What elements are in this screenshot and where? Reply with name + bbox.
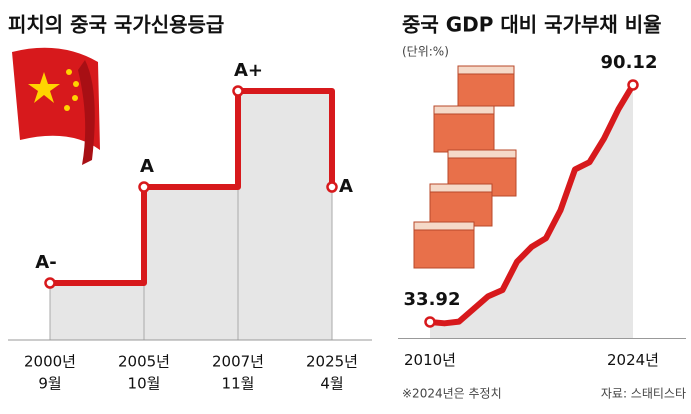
value-label: 33.92 <box>404 289 461 310</box>
money-illustration <box>413 65 517 269</box>
point <box>232 85 244 97</box>
source: 자료: 스태티스타 <box>601 387 686 401</box>
point <box>44 277 56 289</box>
flag-illustration <box>12 47 100 165</box>
step-line <box>50 88 335 286</box>
area-fill <box>430 84 633 339</box>
x-tick-label: 2000년 <box>24 353 76 371</box>
line <box>429 83 636 327</box>
point <box>424 316 436 328</box>
point <box>326 181 338 193</box>
point <box>138 181 150 193</box>
x-tick-label: 2025년 <box>306 353 358 371</box>
x-tick-label: 2024년 <box>607 351 659 369</box>
x-tick-label: 10월 <box>128 375 161 393</box>
note: ※2024년은 추정치 <box>402 387 502 401</box>
x-tick-label: 4월 <box>320 375 343 393</box>
value-label: A- <box>35 252 56 273</box>
area-fill <box>50 91 332 340</box>
value-label: A <box>140 156 154 177</box>
subtitle: (단위:%) <box>402 45 449 59</box>
x-tick-label: 2007년 <box>212 353 264 371</box>
point <box>627 79 639 91</box>
x-tick-label: 2005년 <box>118 353 170 371</box>
right-title: 중국 GDP 대비 국가부채 비율 <box>402 13 662 37</box>
value-label: A+ <box>234 60 263 81</box>
x-tick-label: 11월 <box>222 375 255 393</box>
x-tick-label: 2010년 <box>404 351 456 369</box>
left-title: 피치의 중국 국가신용등급 <box>8 13 224 37</box>
value-label: 90.12 <box>601 52 658 73</box>
value-label: A <box>339 176 353 197</box>
x-tick-label: 9월 <box>38 375 61 393</box>
